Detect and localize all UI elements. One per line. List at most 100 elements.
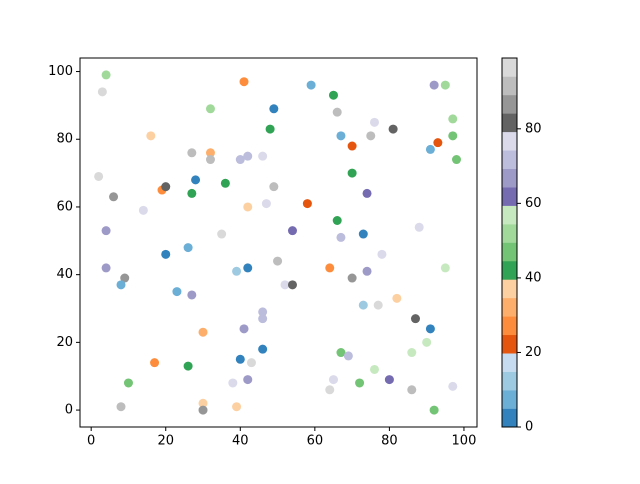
point	[451, 155, 461, 165]
y-tick-label: 60	[56, 199, 73, 214]
point	[343, 351, 353, 361]
point	[280, 280, 290, 290]
colorbar-segment	[502, 76, 517, 96]
point	[258, 314, 268, 324]
point	[146, 131, 156, 141]
point	[388, 124, 398, 134]
point	[235, 155, 245, 165]
colorbar-segment	[502, 224, 517, 243]
point	[232, 266, 242, 276]
colorbar-tick-label: 0	[525, 420, 533, 435]
colorbar-segment	[502, 371, 517, 391]
point	[325, 385, 335, 395]
x-tick-label: 80	[381, 434, 398, 449]
colorbar-tick-label: 20	[525, 345, 542, 360]
colorbar-segment	[502, 297, 517, 317]
point	[366, 131, 376, 141]
point	[243, 375, 253, 385]
point	[172, 287, 182, 297]
point	[138, 205, 148, 215]
point	[116, 280, 126, 290]
colorbar-segment	[502, 113, 517, 133]
point	[369, 117, 379, 127]
point	[232, 402, 242, 412]
colorbar-segment	[502, 279, 517, 299]
point	[358, 229, 368, 239]
colorbar-segment	[502, 168, 517, 188]
colorbar-segment	[502, 150, 517, 169]
point	[220, 178, 230, 188]
point	[198, 405, 208, 415]
point	[328, 90, 338, 100]
colorbar-tick-label: 60	[525, 196, 542, 211]
point	[205, 148, 215, 158]
point	[239, 77, 249, 87]
point	[332, 215, 342, 225]
point	[187, 188, 197, 198]
point	[362, 266, 372, 276]
point	[425, 324, 435, 334]
point	[429, 80, 439, 90]
point	[362, 188, 372, 198]
x-tick-label: 60	[307, 434, 324, 449]
point	[302, 199, 312, 209]
point	[328, 375, 338, 385]
colorbar-segment	[502, 408, 517, 428]
x-tick-label: 20	[157, 434, 174, 449]
colorbar-frame	[501, 57, 518, 428]
y-tick-label: 100	[48, 64, 73, 79]
point	[429, 405, 439, 415]
point	[109, 192, 119, 202]
point	[120, 273, 130, 283]
colorbar-tick-label: 80	[525, 121, 542, 136]
point	[287, 226, 297, 236]
point	[94, 171, 104, 181]
colorbar-segment	[502, 334, 517, 354]
point	[422, 337, 432, 347]
point	[198, 327, 208, 337]
colorbar-tick-label: 40	[525, 270, 542, 285]
point	[123, 378, 133, 388]
point	[101, 70, 111, 80]
point	[347, 168, 357, 178]
point	[347, 141, 357, 151]
point	[261, 199, 271, 209]
point	[306, 80, 316, 90]
point	[269, 182, 279, 192]
point	[273, 256, 283, 266]
colorbar-segment	[502, 58, 517, 77]
point	[265, 124, 275, 134]
point	[246, 358, 256, 368]
point	[425, 144, 435, 154]
point	[448, 131, 458, 141]
point	[332, 107, 342, 117]
point	[191, 175, 201, 185]
point	[433, 138, 443, 148]
point	[243, 151, 253, 161]
colorbar-segment	[502, 353, 517, 372]
point	[392, 293, 402, 303]
point	[243, 202, 253, 212]
point	[183, 361, 193, 371]
y-tick-label: 40	[56, 267, 73, 282]
point	[187, 290, 197, 300]
plot-frame	[79, 57, 478, 428]
point	[336, 131, 346, 141]
point	[161, 249, 171, 259]
point	[161, 182, 171, 192]
point	[97, 87, 107, 97]
colorbar-segment	[502, 187, 517, 206]
point	[258, 307, 268, 317]
point	[369, 364, 379, 374]
point	[116, 402, 126, 412]
y-tick-label: 20	[56, 335, 73, 350]
point	[150, 358, 160, 368]
point	[217, 229, 227, 239]
colorbar-segment	[502, 316, 517, 336]
point	[373, 300, 383, 310]
point	[336, 232, 346, 242]
point	[239, 324, 249, 334]
point	[448, 114, 458, 124]
point	[384, 375, 394, 385]
